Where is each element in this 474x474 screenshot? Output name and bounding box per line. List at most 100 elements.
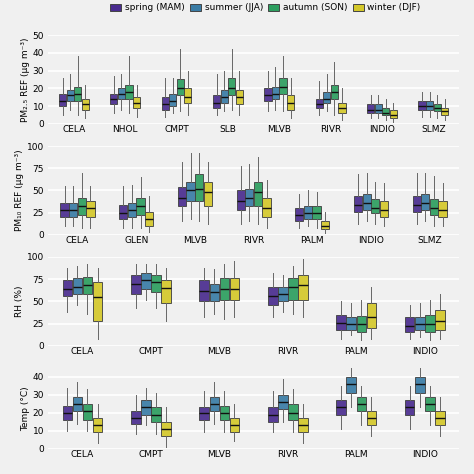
PathPatch shape: [304, 206, 312, 219]
PathPatch shape: [186, 182, 195, 201]
PathPatch shape: [59, 94, 66, 106]
PathPatch shape: [151, 407, 161, 422]
PathPatch shape: [415, 377, 425, 393]
PathPatch shape: [210, 283, 219, 301]
PathPatch shape: [230, 278, 239, 300]
PathPatch shape: [278, 287, 288, 301]
PathPatch shape: [200, 407, 209, 420]
PathPatch shape: [425, 315, 435, 332]
PathPatch shape: [356, 316, 366, 331]
Y-axis label: Temp (°C): Temp (°C): [21, 386, 30, 430]
PathPatch shape: [236, 90, 243, 104]
PathPatch shape: [278, 395, 288, 409]
PathPatch shape: [161, 422, 171, 436]
PathPatch shape: [288, 278, 298, 300]
PathPatch shape: [419, 101, 426, 109]
PathPatch shape: [321, 220, 329, 229]
PathPatch shape: [230, 418, 239, 432]
PathPatch shape: [366, 411, 376, 425]
PathPatch shape: [177, 80, 184, 95]
PathPatch shape: [264, 88, 272, 101]
PathPatch shape: [405, 400, 414, 415]
PathPatch shape: [73, 397, 82, 411]
PathPatch shape: [118, 88, 125, 99]
PathPatch shape: [195, 174, 203, 201]
PathPatch shape: [63, 406, 72, 420]
PathPatch shape: [367, 104, 374, 113]
PathPatch shape: [268, 407, 277, 422]
PathPatch shape: [435, 310, 445, 330]
Y-axis label: PM₂.₅ REF (μg m⁻³): PM₂.₅ REF (μg m⁻³): [21, 37, 30, 122]
PathPatch shape: [298, 275, 308, 300]
PathPatch shape: [430, 199, 438, 215]
PathPatch shape: [69, 203, 77, 217]
PathPatch shape: [298, 418, 308, 432]
PathPatch shape: [346, 317, 356, 330]
PathPatch shape: [110, 94, 118, 104]
PathPatch shape: [131, 275, 141, 294]
PathPatch shape: [263, 198, 271, 217]
PathPatch shape: [323, 92, 330, 102]
PathPatch shape: [126, 85, 133, 99]
PathPatch shape: [141, 400, 151, 415]
PathPatch shape: [288, 404, 298, 420]
PathPatch shape: [363, 194, 371, 210]
PathPatch shape: [405, 317, 414, 331]
PathPatch shape: [228, 78, 235, 95]
PathPatch shape: [354, 196, 362, 212]
PathPatch shape: [178, 187, 186, 206]
PathPatch shape: [204, 182, 212, 206]
PathPatch shape: [337, 400, 346, 415]
Y-axis label: PM₁₀ REF (μg m⁻³): PM₁₀ REF (μg m⁻³): [15, 150, 24, 231]
Y-axis label: RH (%): RH (%): [15, 286, 24, 317]
PathPatch shape: [74, 87, 81, 101]
PathPatch shape: [210, 397, 219, 411]
PathPatch shape: [119, 205, 128, 219]
PathPatch shape: [145, 212, 153, 226]
PathPatch shape: [93, 282, 102, 321]
PathPatch shape: [73, 278, 82, 294]
PathPatch shape: [219, 278, 229, 300]
PathPatch shape: [287, 95, 294, 109]
PathPatch shape: [371, 199, 379, 213]
PathPatch shape: [237, 191, 245, 210]
PathPatch shape: [374, 104, 382, 113]
PathPatch shape: [295, 208, 303, 220]
Legend: spring (MAM), summer (JJA), autumn (SON), winter (DJF): spring (MAM), summer (JJA), autumn (SON)…: [107, 0, 424, 16]
PathPatch shape: [61, 203, 69, 217]
PathPatch shape: [82, 276, 92, 294]
PathPatch shape: [200, 280, 209, 301]
PathPatch shape: [220, 90, 228, 102]
PathPatch shape: [412, 196, 421, 212]
PathPatch shape: [280, 78, 287, 94]
PathPatch shape: [161, 280, 171, 303]
PathPatch shape: [137, 198, 145, 215]
PathPatch shape: [380, 201, 388, 217]
PathPatch shape: [316, 99, 323, 108]
PathPatch shape: [356, 397, 366, 411]
PathPatch shape: [382, 108, 389, 115]
PathPatch shape: [421, 194, 429, 210]
PathPatch shape: [63, 280, 72, 296]
PathPatch shape: [213, 95, 220, 108]
PathPatch shape: [162, 97, 169, 109]
PathPatch shape: [93, 418, 102, 432]
PathPatch shape: [441, 108, 448, 115]
PathPatch shape: [366, 303, 376, 328]
PathPatch shape: [131, 411, 141, 423]
PathPatch shape: [390, 109, 397, 118]
PathPatch shape: [184, 88, 191, 102]
PathPatch shape: [268, 287, 277, 305]
PathPatch shape: [331, 85, 338, 99]
PathPatch shape: [272, 87, 279, 99]
PathPatch shape: [151, 275, 161, 292]
PathPatch shape: [82, 99, 89, 109]
PathPatch shape: [434, 104, 441, 111]
PathPatch shape: [86, 201, 95, 217]
PathPatch shape: [245, 189, 254, 206]
PathPatch shape: [312, 206, 321, 219]
PathPatch shape: [438, 201, 447, 217]
PathPatch shape: [128, 203, 136, 217]
PathPatch shape: [338, 102, 346, 113]
PathPatch shape: [66, 90, 73, 101]
